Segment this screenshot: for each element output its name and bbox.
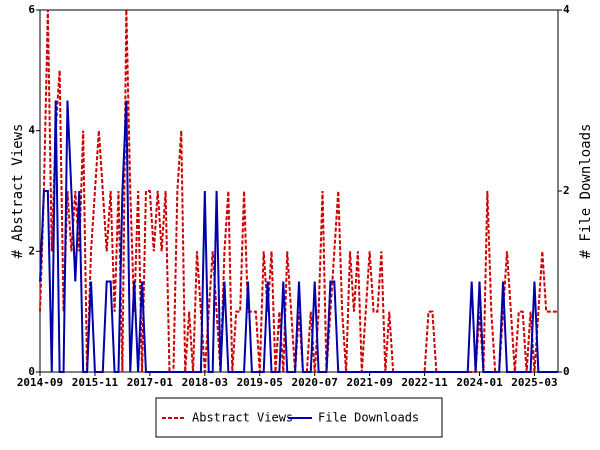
y-tick-label: 0 [28,365,35,378]
y2-tick-label: 4 [563,3,570,16]
y-tick-label: 2 [28,244,35,257]
legend-label: File Downloads [318,411,419,425]
x-tick-label: 2022-11 [401,376,448,389]
series-line [39,100,558,373]
y-tick-label: 6 [28,3,35,16]
y2-tick-label: 2 [563,184,570,197]
x-tick-label: 2021-09 [346,376,392,389]
x-tick-label: 2025-03 [511,376,557,389]
x-tick-label: 2024-01 [456,376,503,389]
legend-label: Abstract Views [192,411,293,425]
x-tick-label: 2015-11 [72,376,119,389]
y-tick-label: 4 [28,124,35,137]
x-tick-label: 2020-07 [292,376,338,389]
x-tick-label: 2018-03 [182,376,228,389]
x-tick-label: 2019-05 [237,376,283,389]
y-axis-label: # Abstract Views [10,124,26,259]
legend-box [155,397,443,438]
y2-axis-label: # File Downloads [578,124,594,259]
y2-tick-label: 0 [563,365,570,378]
series-line [39,9,558,373]
x-tick-label: 2017-01 [127,376,174,389]
x-tick-label: 2014-09 [17,376,63,389]
